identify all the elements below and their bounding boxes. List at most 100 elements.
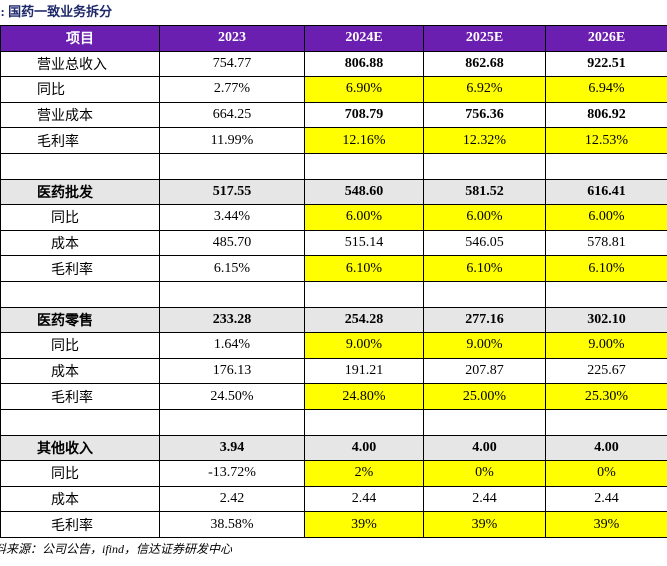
value-cell: 176.13 [159,357,305,385]
empty-cell [304,280,424,308]
value-cell: 24.50% [159,383,305,410]
value-cell: 4.00 [304,434,424,462]
value-cell: 756.36 [423,101,546,129]
row-label: 其他收入 [0,434,160,462]
value-cell: 6.15% [159,255,305,282]
empty-cell [0,152,160,180]
empty-cell [545,280,667,308]
table-row: 营业总收入 754.77 806.88 862.68 922.51 [0,50,667,78]
spacer-row [0,152,667,180]
value-cell: 302.10 [545,306,667,334]
value-cell: 3.94 [159,434,305,462]
table-row: 营业成本 664.25 708.79 756.36 806.92 [0,101,667,129]
value-cell: 6.00% [545,204,667,231]
spacer-row [0,408,667,436]
header-2026e: 2026E [545,25,667,52]
value-cell: 1.64% [159,332,305,359]
row-label: 毛利率 [0,511,160,538]
value-cell: 39% [545,511,667,538]
value-cell: 12.53% [545,127,667,154]
empty-cell [159,408,305,436]
row-label: 毛利率 [0,383,160,410]
header-2025e: 2025E [423,25,546,52]
header-2023: 2023 [159,25,305,52]
value-cell: 578.81 [545,229,667,257]
business-split-table: 项目 2023 2024E 2025E 2026E 营业总收入 754.77 806… [0,25,667,538]
row-label: 成本 [0,229,160,257]
value-cell: 806.92 [545,101,667,129]
table-row: 毛利率 11.99% 12.16% 12.32% 12.53% [0,127,667,154]
empty-cell [159,152,305,180]
value-cell: 12.16% [304,127,424,154]
row-label: 同比 [0,204,160,231]
row-label: 医药零售 [0,306,160,334]
empty-cell [304,408,424,436]
value-cell: 11.99% [159,127,305,154]
table-row: 成本 485.70 515.14 546.05 578.81 [0,229,667,257]
value-cell: 2.44 [304,485,424,513]
value-cell: 2.77% [159,76,305,103]
row-label: 成本 [0,485,160,513]
value-cell: 664.25 [159,101,305,129]
value-cell: 6.10% [304,255,424,282]
table-row: 同比 -13.72% 2% 0% 0% [0,460,667,487]
value-cell: 24.80% [304,383,424,410]
value-cell: 485.70 [159,229,305,257]
value-cell: 548.60 [304,178,424,206]
header-2024e: 2024E [304,25,424,52]
empty-cell [0,408,160,436]
empty-cell [545,408,667,436]
empty-cell [423,280,546,308]
table-row: 其他收入 3.94 4.00 4.00 4.00 [0,434,667,462]
value-cell: 2.44 [545,485,667,513]
value-cell: 6.10% [423,255,546,282]
value-cell: 581.52 [423,178,546,206]
value-cell: 39% [423,511,546,538]
table-row: 成本 176.13 191.21 207.87 225.67 [0,357,667,385]
value-cell: 708.79 [304,101,424,129]
value-cell: 6.00% [304,204,424,231]
value-cell: 515.14 [304,229,424,257]
value-cell: 922.51 [545,50,667,78]
value-cell: 754.77 [159,50,305,78]
empty-cell [0,280,160,308]
value-cell: 6.00% [423,204,546,231]
table-header-row: 项目 2023 2024E 2025E 2026E [0,25,667,52]
table-row: 医药批发 517.55 548.60 581.52 616.41 [0,178,667,206]
row-label: 同比 [0,76,160,103]
header-item: 项目 [0,25,160,52]
value-cell: 4.00 [423,434,546,462]
value-cell: 4.00 [545,434,667,462]
table-row: 毛利率 38.58% 39% 39% 39% [0,511,667,538]
value-cell: 191.21 [304,357,424,385]
value-cell: 254.28 [304,306,424,334]
table-row: 毛利率 24.50% 24.80% 25.00% 25.30% [0,383,667,410]
row-label: 营业总收入 [0,50,160,78]
row-label: 营业成本 [0,101,160,129]
value-cell: 25.00% [423,383,546,410]
value-cell: 9.00% [423,332,546,359]
table-row: 同比 1.64% 9.00% 9.00% 9.00% [0,332,667,359]
table-row: 同比 2.77% 6.90% 6.92% 6.94% [0,76,667,103]
spacer-row [0,280,667,308]
value-cell: 233.28 [159,306,305,334]
value-cell: 546.05 [423,229,546,257]
value-cell: 9.00% [304,332,424,359]
empty-cell [423,408,546,436]
table-row: 医药零售 233.28 254.28 277.16 302.10 [0,306,667,334]
row-label: 医药批发 [0,178,160,206]
value-cell: 806.88 [304,50,424,78]
value-cell: 38.58% [159,511,305,538]
value-cell: 9.00% [545,332,667,359]
value-cell: 862.68 [423,50,546,78]
value-cell: 39% [304,511,424,538]
value-cell: -13.72% [159,460,305,487]
value-cell: 207.87 [423,357,546,385]
table-body: 营业总收入 754.77 806.88 862.68 922.51 同比 2.77% 6.90… [0,50,667,538]
row-label: 毛利率 [0,255,160,282]
value-cell: 225.67 [545,357,667,385]
value-cell: 277.16 [423,306,546,334]
table-row: 成本 2.42 2.44 2.44 2.44 [0,485,667,513]
empty-cell [304,152,424,180]
value-cell: 6.94% [545,76,667,103]
